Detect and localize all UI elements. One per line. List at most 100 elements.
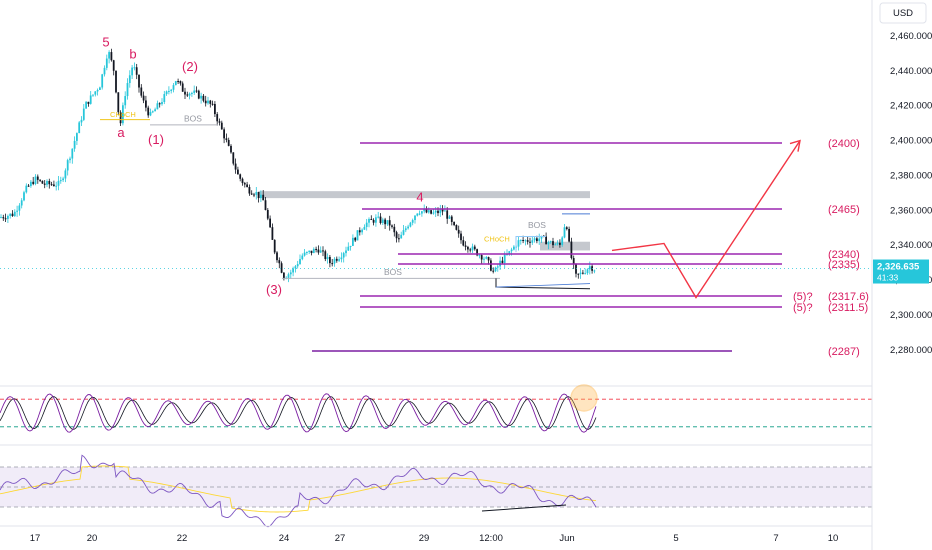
candle-body bbox=[549, 241, 552, 243]
candle-body bbox=[209, 100, 212, 104]
candle-body bbox=[87, 101, 90, 104]
candle-body bbox=[207, 100, 209, 104]
candle-body bbox=[303, 252, 306, 256]
candle-body bbox=[64, 170, 67, 179]
price-tick-label: 2,360.000 bbox=[890, 205, 932, 216]
candle-body bbox=[218, 121, 221, 123]
candle-body bbox=[142, 95, 145, 101]
candle-body bbox=[255, 192, 258, 195]
candle-body bbox=[230, 145, 232, 153]
candle-body bbox=[381, 219, 384, 223]
candle-body bbox=[117, 92, 120, 113]
candle-body bbox=[335, 258, 338, 261]
price-tick-label: 2,440.000 bbox=[890, 66, 932, 77]
support-line bbox=[495, 283, 591, 288]
candle-body bbox=[437, 210, 439, 214]
candle-body bbox=[347, 246, 350, 251]
candle-body bbox=[7, 215, 9, 219]
level-label: (2311.5) bbox=[828, 302, 868, 314]
candle-body bbox=[220, 122, 223, 130]
candle-body bbox=[46, 181, 48, 185]
candle-body bbox=[151, 111, 154, 113]
candle-body bbox=[315, 248, 317, 250]
candle-body bbox=[76, 133, 78, 141]
candle-body bbox=[441, 209, 444, 212]
candle-body bbox=[11, 213, 14, 217]
candle-body bbox=[59, 180, 62, 182]
candle-body bbox=[140, 87, 143, 96]
candle-body bbox=[554, 244, 557, 246]
candle-body bbox=[490, 260, 492, 271]
candle-body bbox=[260, 194, 262, 199]
candle-body bbox=[131, 67, 133, 76]
candle-body bbox=[538, 238, 541, 242]
candle-body bbox=[145, 100, 147, 108]
candle-body bbox=[246, 184, 248, 188]
price-axis[interactable]: USD 2,460.000 2,440.000 2,420.000 2,400.000… bbox=[871, 0, 932, 550]
candle-body bbox=[237, 169, 239, 175]
candle-body bbox=[96, 90, 99, 92]
bos-label: BOS bbox=[384, 267, 402, 277]
wave-labels: 5 b (2) a (1) (3) 4 bbox=[102, 34, 423, 297]
candle-body bbox=[223, 129, 225, 139]
candle-body bbox=[561, 237, 564, 245]
candle-body bbox=[184, 91, 186, 95]
candle-body bbox=[2, 217, 5, 219]
candle-body bbox=[126, 83, 129, 97]
candle-body bbox=[432, 212, 435, 214]
time-tick-label: 5 bbox=[673, 533, 678, 544]
candle-body bbox=[32, 181, 35, 184]
candle-body bbox=[453, 221, 455, 226]
time-axis[interactable]: 17 20 22 24 27 29 12:00 Jun 5 7 10 bbox=[0, 525, 872, 544]
candle-body bbox=[329, 257, 331, 264]
candle-body bbox=[214, 103, 216, 115]
candle-body bbox=[110, 52, 113, 61]
candle-body bbox=[156, 103, 159, 110]
candle-body bbox=[473, 246, 476, 250]
candle-body bbox=[23, 192, 25, 201]
candle-body bbox=[529, 241, 531, 243]
wave-label: (1) bbox=[148, 132, 164, 147]
candle-body bbox=[225, 138, 228, 140]
candle-body bbox=[216, 114, 219, 122]
candle-body bbox=[30, 181, 32, 187]
candle-body bbox=[82, 108, 85, 120]
candle-body bbox=[204, 100, 207, 104]
candle-body bbox=[232, 152, 235, 164]
candle-body bbox=[112, 60, 115, 71]
candle-body bbox=[266, 210, 269, 219]
candle-body bbox=[239, 174, 242, 179]
level-label: (2340) bbox=[828, 249, 860, 261]
candle-body bbox=[170, 89, 173, 91]
candle-body bbox=[55, 185, 58, 187]
candle-body bbox=[519, 239, 522, 241]
candle-body bbox=[370, 218, 373, 220]
candle-body bbox=[467, 246, 469, 250]
bos-line bbox=[515, 235, 546, 253]
candle-body bbox=[27, 185, 30, 187]
projection-arrowhead bbox=[789, 139, 801, 152]
candle-body bbox=[280, 263, 283, 273]
candle-body bbox=[177, 81, 179, 83]
candle-body bbox=[138, 74, 140, 88]
candle-body bbox=[469, 249, 472, 251]
rsi-pane: 75.0050.0041.0240.81 bbox=[0, 444, 926, 528]
candle-body bbox=[407, 226, 409, 229]
candle-body bbox=[579, 272, 582, 275]
candle-body bbox=[563, 227, 566, 238]
projection-line bbox=[611, 140, 801, 299]
choch-label: CHoCH bbox=[110, 110, 136, 119]
candle-body bbox=[425, 209, 428, 213]
candle-body bbox=[283, 272, 285, 279]
candle-body bbox=[411, 220, 414, 223]
candle-body bbox=[404, 228, 407, 231]
candle-body bbox=[296, 264, 299, 267]
candle-body bbox=[368, 218, 370, 223]
candle-body bbox=[338, 259, 340, 261]
candle-body bbox=[358, 230, 361, 233]
candle-body bbox=[122, 105, 124, 124]
time-tick-label: 12:00 bbox=[479, 533, 503, 544]
candle-body bbox=[496, 266, 499, 268]
candle-body bbox=[273, 239, 276, 253]
